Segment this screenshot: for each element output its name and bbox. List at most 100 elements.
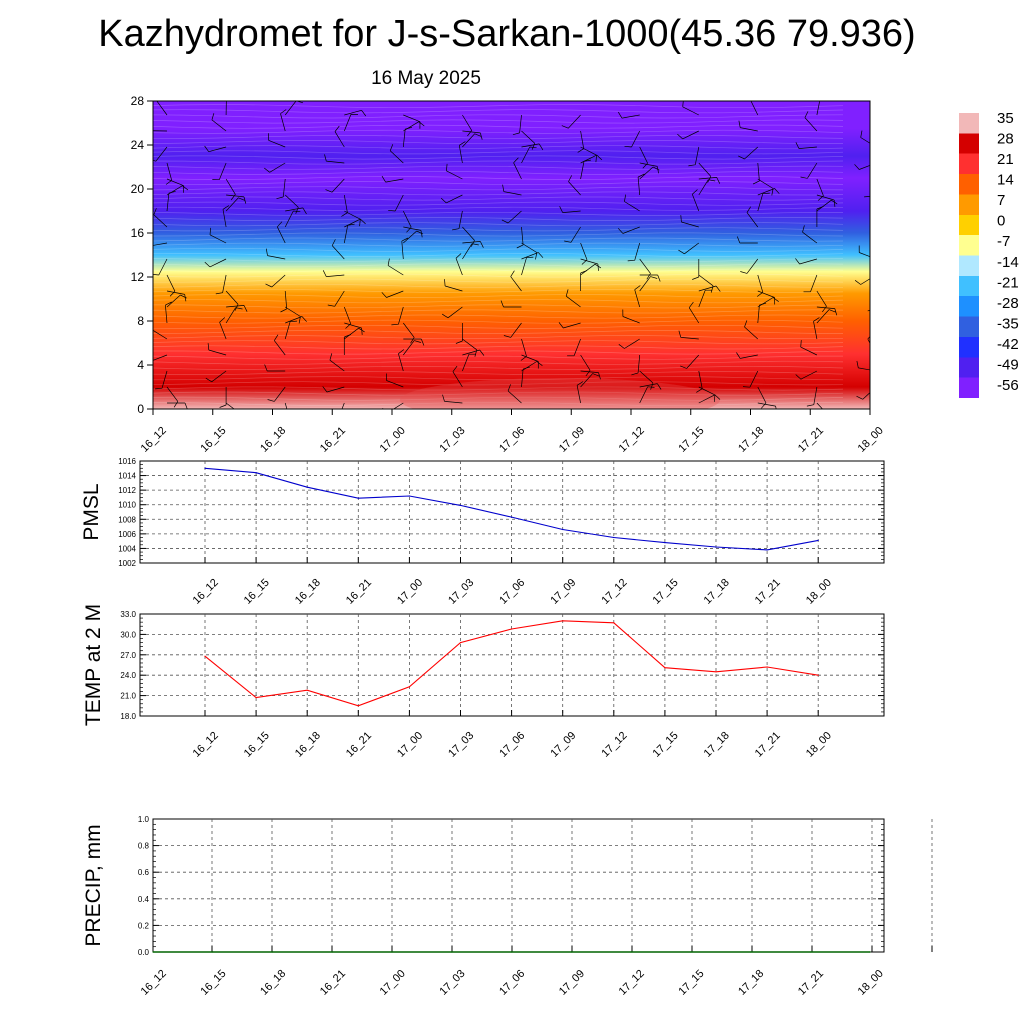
wind-barb	[678, 330, 699, 340]
wind-barb	[680, 215, 699, 228]
wind-barb	[503, 322, 522, 338]
data-point	[255, 697, 257, 699]
wind-barb	[153, 322, 168, 340]
wind-barb	[285, 306, 301, 324]
wind-barb	[205, 370, 227, 383]
wind-barb	[639, 370, 654, 390]
wind-barb	[153, 146, 168, 162]
wind-barb	[698, 285, 721, 292]
wind-barb	[322, 386, 345, 393]
wind-barb	[166, 274, 176, 297]
wind-barb	[559, 206, 581, 213]
data-point	[809, 951, 811, 953]
wind-barb	[207, 343, 227, 356]
wind-barb	[736, 236, 758, 244]
wind-barb	[440, 194, 463, 204]
x-tick-label: 16_18	[293, 730, 323, 760]
wind-barb	[225, 101, 227, 116]
x-tick-label: 17_06	[497, 577, 527, 607]
wind-barb	[212, 162, 227, 181]
data-point	[271, 951, 274, 953]
wind-barb	[854, 164, 870, 170]
wind-barb	[627, 242, 641, 262]
data-point	[613, 622, 615, 624]
wind-barb	[153, 130, 168, 132]
wind-barb	[381, 290, 404, 298]
wind-barb	[502, 184, 522, 196]
wind-barb	[561, 114, 581, 129]
y-tick-label: 21.0	[120, 692, 136, 701]
x-tick-label: 17_21	[753, 577, 783, 607]
wind-barb	[402, 210, 412, 233]
x-tick-label: 16_12	[191, 577, 221, 607]
wind-barb	[285, 316, 307, 324]
data-point	[306, 486, 308, 488]
wind-barb	[387, 258, 404, 276]
wind-barb	[816, 178, 824, 201]
wind-barb	[580, 373, 600, 388]
wind-barb	[276, 178, 286, 200]
y-tick-label: 0.4	[138, 895, 150, 904]
x-tick-label: 17_09	[557, 425, 587, 455]
wind-barb	[691, 189, 700, 212]
wind-barb	[225, 178, 236, 201]
wind-barb	[876, 211, 897, 218]
wind-barb	[520, 338, 527, 361]
data-point	[817, 674, 819, 676]
wind-barb	[876, 323, 891, 339]
y-tick-label: 1008	[118, 515, 136, 524]
wind-barb	[343, 113, 359, 132]
data-point	[357, 497, 359, 499]
wind-barb	[442, 394, 463, 404]
wind-barb	[872, 403, 878, 424]
wind-barb	[462, 130, 483, 140]
x-tick-label: 16_21	[318, 968, 348, 998]
wind-barb	[580, 154, 603, 164]
data-point	[306, 689, 308, 691]
colorbar-label: -14	[997, 254, 1019, 271]
colorbar-label: 28	[997, 131, 1014, 148]
y-axis-label: TEMP at 2 M	[82, 604, 105, 726]
wind-barb	[576, 381, 584, 404]
temperature-height-heatmap: 0 4 8 12 16 20 24 28 16_12 16_15 16_18 16_21 17_00 17…	[131, 94, 897, 455]
wind-barb	[329, 353, 345, 372]
wind-barb	[580, 146, 597, 163]
wind-barb	[580, 354, 591, 377]
wind-barb	[634, 285, 641, 308]
wind-barb	[816, 309, 836, 324]
colorbar-label: 21	[997, 151, 1014, 168]
wind-barb	[280, 109, 287, 132]
colorbar-label: -21	[997, 274, 1019, 291]
x-tick-label: 16_21	[344, 577, 374, 607]
wind-barb	[166, 290, 187, 302]
wind-barb	[512, 114, 522, 136]
x-tick-label: 17_12	[617, 968, 647, 998]
wind-barb	[876, 320, 897, 326]
wind-barb	[516, 226, 524, 249]
wind-barb	[153, 242, 168, 246]
wind-barb	[334, 125, 345, 148]
x-tick-label: 16_21	[344, 730, 374, 760]
wind-barb	[677, 130, 699, 140]
wind-barb	[637, 173, 645, 196]
y-tick-label: 12	[131, 270, 145, 284]
wind-barb	[284, 402, 288, 409]
x-tick-label: 17_18	[736, 425, 766, 455]
y-tick-label: 16	[131, 226, 145, 240]
x-tick-label: 16_12	[139, 968, 169, 998]
wind-barb	[156, 101, 168, 116]
wind-barb	[800, 340, 818, 356]
wind-barb	[167, 402, 188, 409]
wind-barb	[876, 195, 887, 215]
wind-barb	[565, 289, 581, 308]
data-point	[408, 495, 410, 497]
wind-barb	[226, 305, 248, 312]
x-tick-label: 17_00	[395, 577, 425, 607]
wind-barb	[816, 402, 823, 409]
data-point	[408, 686, 410, 688]
wind-barb	[521, 242, 538, 260]
wind-barb	[738, 146, 759, 160]
wind-barb	[800, 162, 818, 179]
x-tick-label: 17_09	[548, 730, 578, 760]
y-tick-label: 1012	[118, 486, 136, 495]
